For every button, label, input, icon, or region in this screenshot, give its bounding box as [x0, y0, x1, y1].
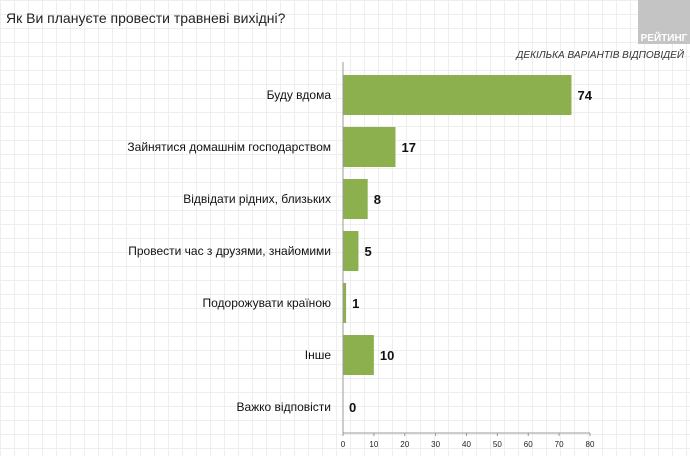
bar	[343, 335, 374, 375]
bar	[343, 75, 572, 115]
category-label: Відвідати рідних, близьких	[183, 192, 331, 206]
bar	[343, 231, 359, 271]
category-label: Зайнятися домашнім господарством	[127, 140, 331, 154]
value-label: 17	[401, 140, 415, 155]
bar	[343, 179, 368, 219]
x-tick-label: 50	[493, 440, 502, 449]
value-label: 5	[364, 244, 371, 259]
x-tick-label: 80	[586, 440, 595, 449]
x-tick-label: 30	[431, 440, 440, 449]
value-label: 74	[577, 88, 592, 103]
value-label: 10	[380, 348, 394, 363]
category-label: Подорожувати країною	[202, 296, 331, 310]
x-tick-label: 70	[555, 440, 564, 449]
rating-logo: РЕЙТИНГ	[638, 0, 690, 44]
value-label: 8	[374, 192, 381, 207]
x-tick-label: 10	[369, 440, 378, 449]
value-label: 1	[352, 296, 359, 311]
x-tick-label: 0	[341, 440, 346, 449]
category-label: Буду вдома	[267, 88, 332, 102]
chart-title: Як Ви плануєте провести травневі вихідні…	[6, 10, 286, 26]
x-tick-label: 20	[400, 440, 409, 449]
bar	[343, 283, 347, 323]
value-label: 0	[349, 400, 356, 415]
chart-subtitle: ДЕКІЛЬКА ВАРІАНТІВ ВІДПОВІДЕЙ	[516, 50, 684, 61]
bar	[343, 127, 396, 167]
category-label: Інше	[305, 348, 332, 362]
x-tick-label: 60	[524, 440, 533, 449]
category-label: Важко відповісти	[236, 400, 331, 414]
category-label: Провести час з друзями, знайомими	[128, 244, 331, 258]
x-tick-label: 40	[462, 440, 471, 449]
